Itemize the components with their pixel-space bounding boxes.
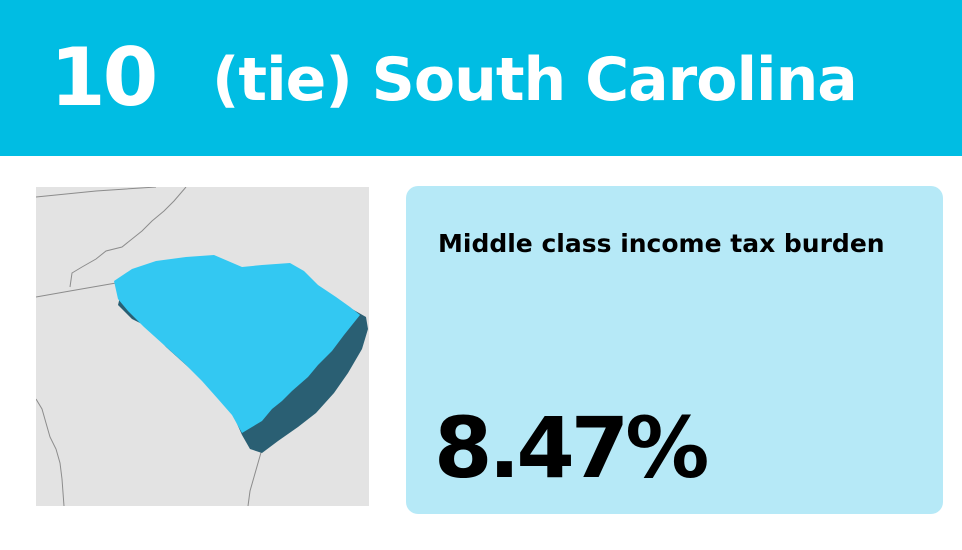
state-title: (tie) South Carolina xyxy=(212,45,858,115)
state-map xyxy=(36,187,369,506)
stat-value: 8.47% xyxy=(434,399,709,497)
border-line-north xyxy=(36,187,157,198)
border-line-ga-coast xyxy=(247,448,263,506)
stat-card: Middle class income tax burden 8.47% xyxy=(406,186,943,514)
south-carolina-shape xyxy=(114,255,360,433)
rank-number: 10 xyxy=(50,31,158,124)
south-carolina-map-graphic xyxy=(36,187,368,506)
state-shadow-shape xyxy=(118,293,368,453)
stat-label: Middle class income tax burden xyxy=(438,229,885,258)
border-line-ga-nc xyxy=(36,282,117,298)
header-banner: 10 (tie) South Carolina xyxy=(0,0,962,156)
border-line-nc-tn xyxy=(69,187,187,288)
border-line-ga-al xyxy=(36,398,65,506)
